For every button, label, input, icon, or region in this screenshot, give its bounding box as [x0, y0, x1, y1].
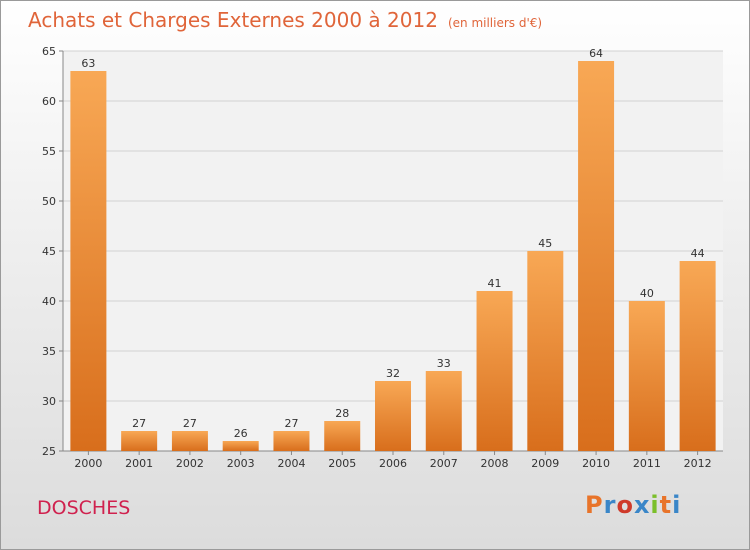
x-tick-label: 2005 [328, 457, 356, 470]
x-tick-label: 2011 [633, 457, 661, 470]
data-label: 27 [284, 417, 298, 430]
bar [121, 431, 158, 451]
data-label: 33 [437, 357, 451, 370]
logo-letter: i [672, 491, 682, 519]
y-tick-label: 30 [42, 395, 56, 408]
x-tick-label: 2008 [481, 457, 509, 470]
bar [375, 381, 411, 451]
x-tick-label: 2010 [582, 457, 610, 470]
x-tick-label: 2012 [684, 457, 712, 470]
bar [425, 371, 462, 451]
data-label: 28 [335, 407, 349, 420]
logo-letter: o [616, 491, 634, 519]
x-tick-label: 2003 [227, 457, 255, 470]
title-text: Achats et Charges Externes 2000 à 2012 [28, 8, 438, 32]
data-label: 26 [234, 427, 248, 440]
data-label: 40 [640, 287, 654, 300]
bar [171, 431, 208, 451]
place-name: DOSCHES [37, 497, 131, 519]
y-tick-label: 25 [42, 445, 56, 458]
bar [70, 71, 107, 451]
proxiti-logo: Proxiti [585, 491, 681, 519]
y-tick-label: 45 [42, 245, 56, 258]
bar [222, 441, 259, 451]
x-tick-label: 2004 [277, 457, 305, 470]
bar [628, 301, 665, 451]
logo-letter: r [603, 491, 617, 519]
y-tick-label: 55 [42, 145, 56, 158]
bar [273, 431, 310, 451]
bar [679, 261, 716, 451]
data-label: 27 [132, 417, 146, 430]
y-tick-label: 65 [42, 45, 56, 58]
x-tick-label: 2002 [176, 457, 204, 470]
logo-letter: t [659, 491, 673, 519]
y-tick-label: 50 [42, 195, 56, 208]
data-label: 27 [183, 417, 197, 430]
x-tick-label: 2007 [430, 457, 458, 470]
data-label: 44 [691, 247, 705, 260]
x-tick-label: 2009 [531, 457, 559, 470]
bar [578, 61, 615, 451]
unit-label: (en milliers d'€) [447, 16, 543, 30]
bar [476, 291, 513, 451]
x-tick-label: 2006 [379, 457, 407, 470]
y-tick-label: 35 [42, 345, 56, 358]
x-tick-label: 2001 [125, 457, 153, 470]
y-tick-label: 40 [42, 295, 56, 308]
data-label: 64 [589, 47, 603, 60]
data-label: 63 [81, 57, 95, 70]
data-label: 45 [538, 237, 552, 250]
logo-letter: i [650, 491, 660, 519]
logo-letter: P [585, 491, 604, 519]
y-tick-label: 60 [42, 95, 56, 108]
logo-letter: x [633, 491, 651, 519]
x-tick-label: 2000 [74, 457, 102, 470]
chart-title: Achats et Charges Externes 2000 à 2012 (e… [28, 8, 542, 32]
bar [324, 421, 361, 451]
data-label: 32 [386, 367, 400, 380]
data-label: 41 [488, 277, 502, 290]
bar [527, 251, 564, 451]
